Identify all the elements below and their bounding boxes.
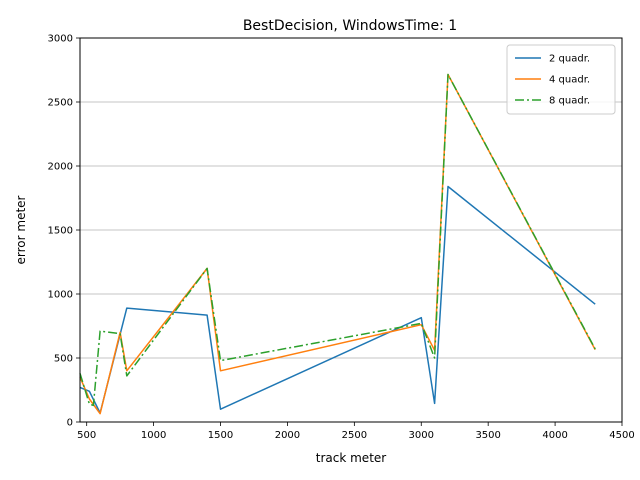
y-tick-label: 2000 <box>48 162 73 173</box>
y-axis-label: error meter <box>14 195 28 264</box>
legend-entry-label: 8 quadr. <box>549 96 590 107</box>
series-line-1 <box>79 185 596 414</box>
series-line-2 <box>79 73 596 415</box>
legend: 2 quadr. 4 quadr. 8 quadr. <box>506 44 616 115</box>
legend-entry-label: 4 quadr. <box>549 75 590 86</box>
y-tick-label: 500 <box>54 354 73 365</box>
x-tick-label: 4000 <box>542 430 567 441</box>
y-axis-ticks: 0 500 1000 1500 2000 2500 3000 <box>48 34 80 429</box>
x-tick-label: 2000 <box>275 430 300 441</box>
y-tick-label: 3000 <box>48 34 73 45</box>
series-lines <box>79 73 596 415</box>
y-tick-label: 0 <box>67 418 73 429</box>
x-tick-label: 3500 <box>475 430 500 441</box>
x-tick-label: 4500 <box>609 430 634 441</box>
x-axis-ticks: 500 1000 1500 2000 2500 3000 3500 4000 4500 <box>77 422 635 441</box>
series-line-3 <box>79 73 596 407</box>
x-tick-label: 500 <box>77 430 96 441</box>
x-axis-label: track meter <box>316 451 387 465</box>
y-tick-label: 1500 <box>48 226 73 237</box>
x-tick-label: 1500 <box>208 430 233 441</box>
grid-lines <box>80 101 622 359</box>
legend-entry-label: 2 quadr. <box>549 54 590 65</box>
chart-title: BestDecision, WindowsTime: 1 <box>243 18 457 34</box>
legend-box <box>506 44 616 115</box>
x-tick-label: 3000 <box>409 430 434 441</box>
y-tick-label: 2500 <box>48 98 73 109</box>
x-tick-label: 2500 <box>342 430 367 441</box>
y-tick-label: 1000 <box>48 290 73 301</box>
x-tick-label: 1000 <box>141 430 166 441</box>
